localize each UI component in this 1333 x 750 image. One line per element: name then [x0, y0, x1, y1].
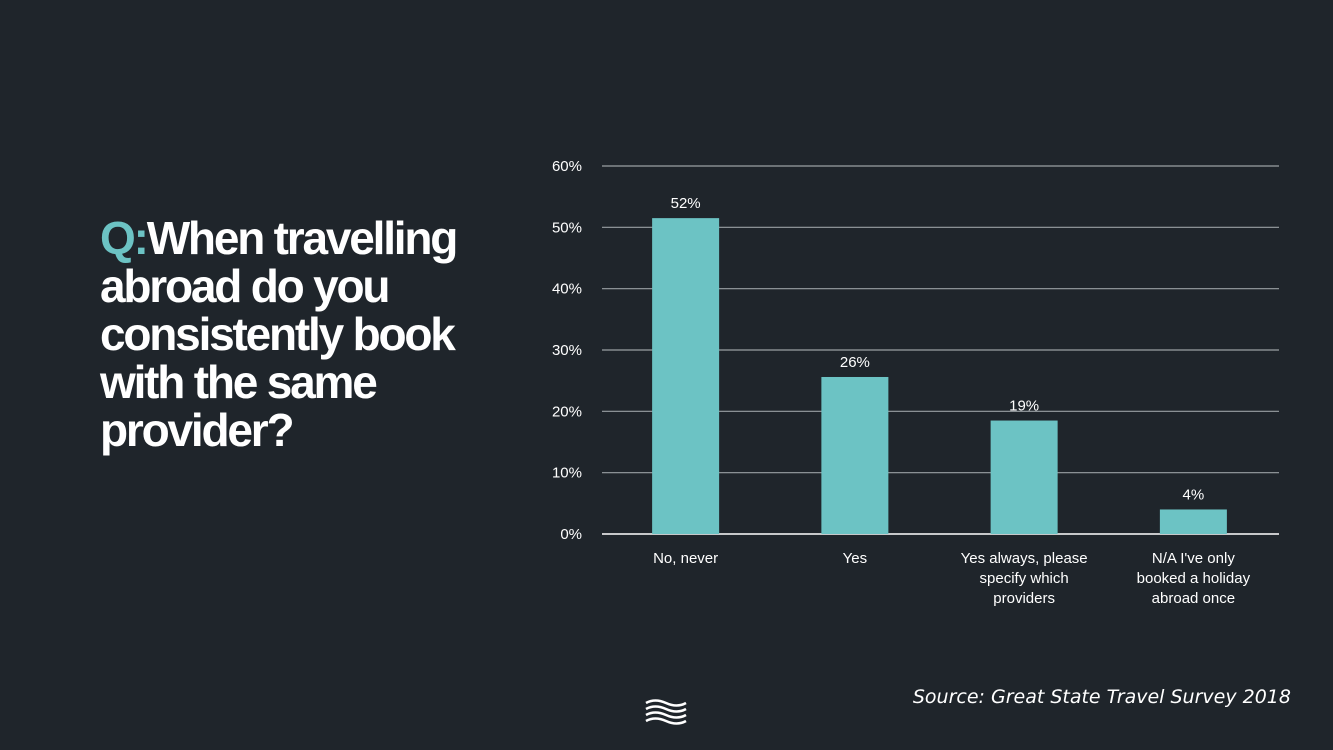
- x-category-label-line: abroad once: [1152, 590, 1235, 607]
- y-tick-label: 40%: [552, 281, 582, 298]
- x-category-label-line: booked a holiday: [1137, 570, 1251, 587]
- x-category-label: No, never: [653, 550, 718, 567]
- bar: [1159, 509, 1227, 534]
- x-category-label-line: N/A I've only: [1152, 550, 1235, 567]
- x-category-label-line: providers: [993, 590, 1055, 607]
- x-category-label-line: Yes always, please: [961, 550, 1088, 567]
- question-body: When travelling abroad do you consistent…: [100, 212, 458, 456]
- data-label: 4%: [1183, 486, 1205, 503]
- waves-logo-icon: [645, 699, 687, 725]
- data-label: 52%: [671, 195, 701, 212]
- y-tick-label: 20%: [552, 403, 582, 420]
- data-label: 26%: [840, 354, 870, 371]
- question-prefix: Q:: [100, 212, 149, 264]
- x-category-label: Yes: [843, 550, 867, 567]
- y-tick-label: 30%: [552, 342, 582, 359]
- data-label: 19%: [1009, 398, 1039, 415]
- bar: [990, 420, 1058, 534]
- x-category-label-line: No, never: [653, 550, 718, 567]
- x-category-label-line: Yes: [843, 550, 867, 567]
- bar: [821, 376, 889, 534]
- y-tick-label: 0%: [560, 526, 582, 543]
- bar: [652, 218, 720, 534]
- source-caption: Source: Great State Travel Survey 2018: [912, 686, 1291, 708]
- x-category-label: N/A I've only booked a holiday abroad once: [1137, 550, 1251, 607]
- question-text: Q:When travelling abroad do you consiste…: [100, 214, 460, 454]
- y-tick-label: 10%: [552, 465, 582, 482]
- x-category-label: Yes always, please specify which providers: [961, 550, 1088, 607]
- y-tick-label: 60%: [552, 158, 582, 175]
- y-tick-label: 50%: [552, 219, 582, 236]
- x-category-label-line: specify which: [980, 570, 1069, 587]
